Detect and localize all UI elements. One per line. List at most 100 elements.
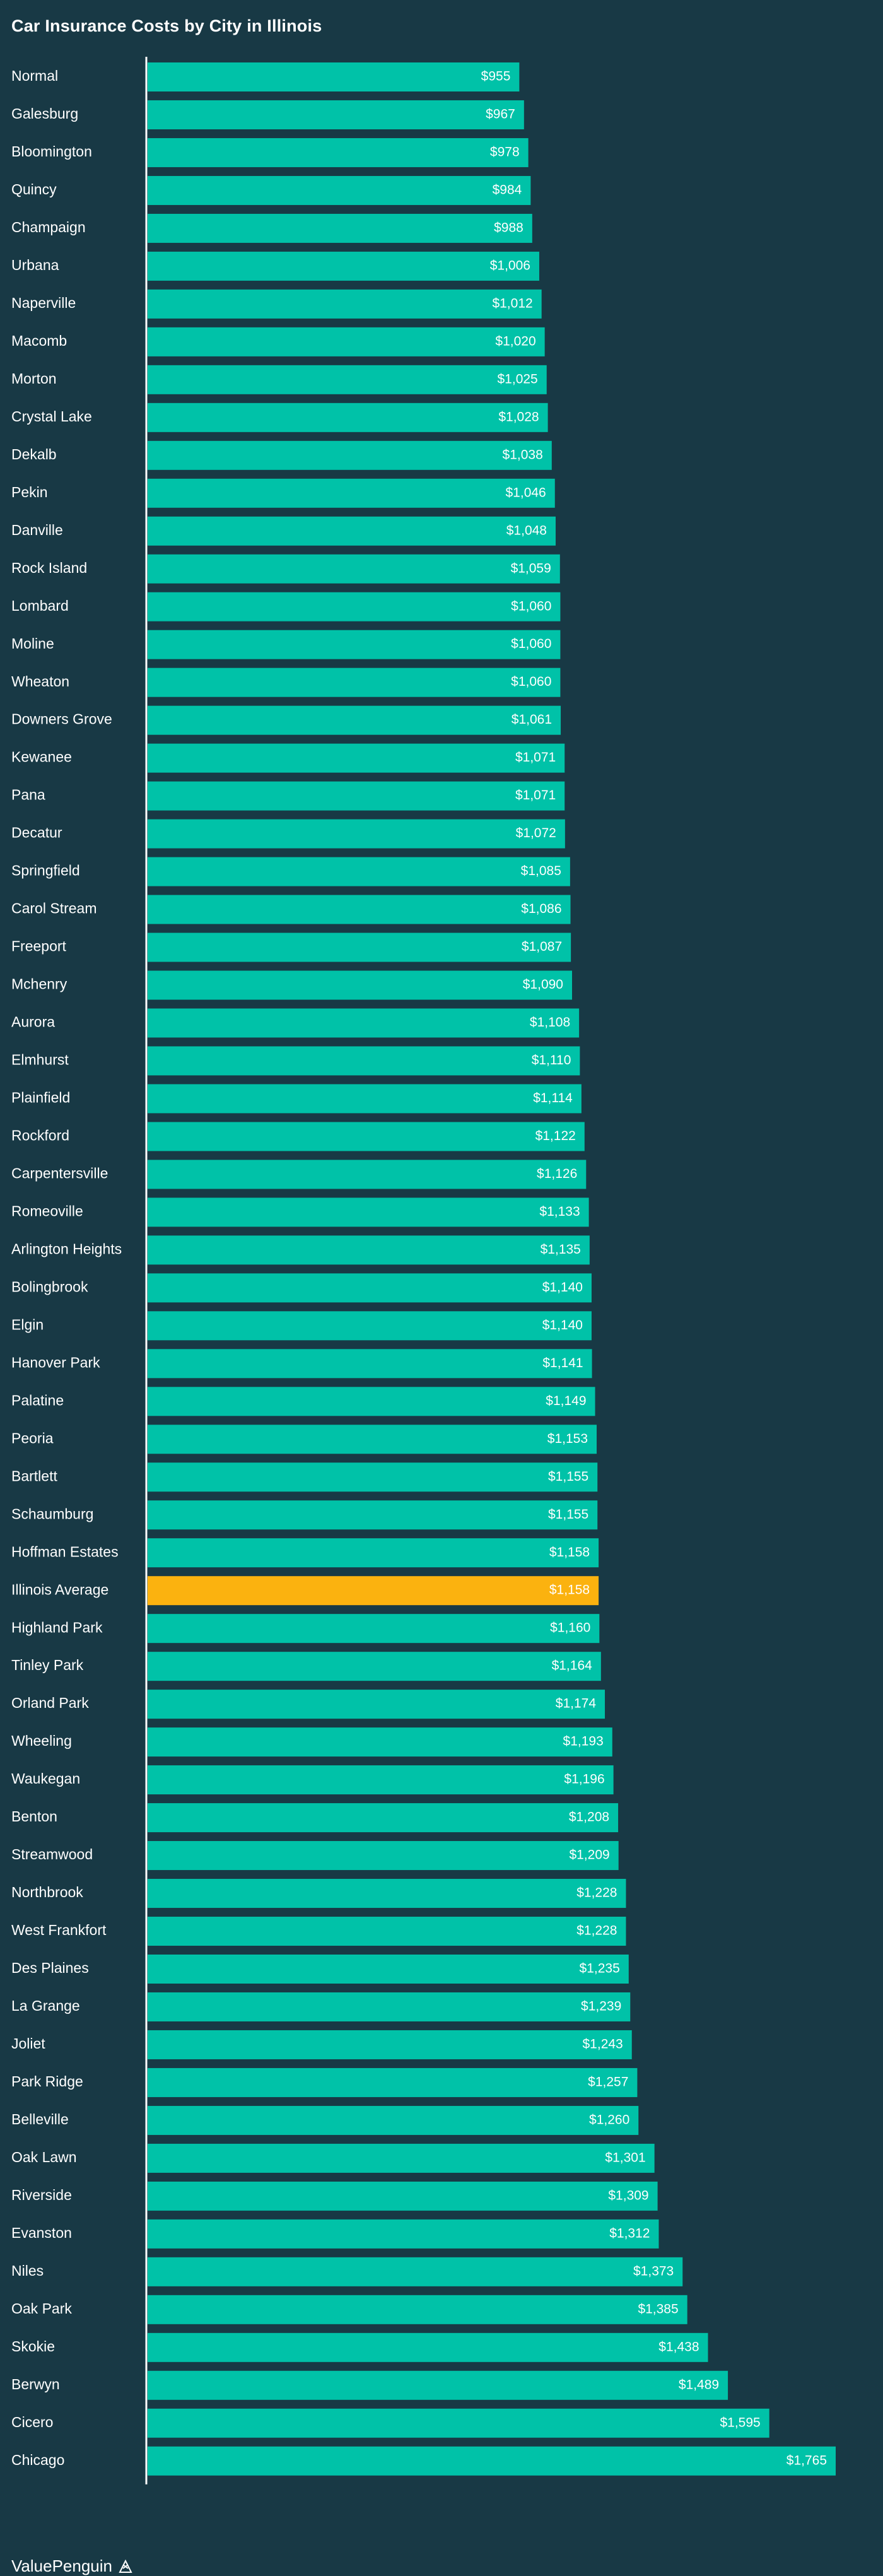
bar-value-label: $1,133: [539, 1204, 580, 1219]
chart-title: Car Insurance Costs by City in Illinois: [11, 16, 322, 35]
bar-value-label: $1,046: [506, 485, 546, 500]
category-label: Romeoville: [11, 1203, 83, 1219]
bar: [148, 1992, 631, 2021]
bar: [148, 2295, 687, 2324]
bar-value-label: $1,114: [533, 1091, 573, 1105]
category-label: Naperville: [11, 295, 76, 311]
bar-value-label: $978: [490, 145, 520, 160]
bar-value-label: $1,086: [521, 902, 561, 916]
bar: [148, 251, 539, 281]
category-label: Wheaton: [11, 673, 69, 690]
bar-value-label: $1,243: [583, 2037, 623, 2052]
category-label: Oak Park: [11, 2300, 72, 2317]
bar: [148, 1425, 597, 1454]
bar: [148, 516, 556, 546]
bar-value-label: $1,108: [530, 1015, 570, 1030]
bar: [148, 1765, 614, 1795]
bar-value-label: $1,006: [490, 258, 530, 273]
bar-value-label: $1,160: [550, 1621, 590, 1635]
bar-value-label: $1,309: [608, 2188, 648, 2203]
category-label: Rock Island: [11, 560, 87, 576]
category-label: Quincy: [11, 181, 57, 197]
category-label: Dekalb: [11, 446, 57, 462]
bar-value-label: $1,385: [638, 2302, 678, 2316]
bar: [148, 478, 555, 508]
bar-highlight: [148, 1576, 599, 1606]
bar: [148, 1500, 598, 1530]
bar: [148, 1122, 585, 1151]
bar-value-label: $1,085: [521, 864, 561, 878]
bar: [148, 2143, 655, 2173]
category-label: Danville: [11, 522, 63, 538]
category-label: Park Ridge: [11, 2073, 83, 2090]
bar-value-label: $1,158: [549, 1583, 590, 1597]
bar-value-label: $1,071: [515, 750, 556, 765]
brand-name: ValuePenguin: [11, 2556, 112, 2575]
bar: [148, 2370, 728, 2400]
bar: [148, 1955, 629, 1984]
bar-value-label: $1,164: [552, 1659, 593, 1673]
bar: [148, 1197, 589, 1227]
category-label: Plainfield: [11, 1090, 70, 1106]
category-label: Niles: [11, 2262, 44, 2279]
bar-value-label: $1,174: [556, 1697, 597, 1711]
bar-value-label: $1,048: [506, 523, 547, 538]
bar: [148, 1538, 599, 1568]
bar: [148, 62, 520, 91]
category-label: Aurora: [11, 1014, 55, 1030]
bar: [148, 781, 565, 811]
category-label: Wheeling: [11, 1732, 72, 1749]
bar-value-label: $1,153: [547, 1432, 588, 1446]
category-label: Elgin: [11, 1316, 44, 1332]
bar-value-label: $1,110: [532, 1053, 571, 1067]
bar: [148, 1917, 626, 1946]
bar: [148, 743, 565, 773]
bar-value-label: $1,155: [548, 1469, 588, 1484]
bar-value-label: $1,025: [498, 372, 538, 386]
bar: [148, 213, 532, 243]
bar-value-label: $967: [486, 107, 515, 122]
category-label: Galesburg: [11, 105, 78, 122]
bar-value-label: $1,193: [563, 1734, 604, 1749]
bar: [148, 1235, 590, 1265]
bar-value-label: $1,141: [542, 1356, 583, 1370]
bar-value-label: $1,301: [605, 2150, 645, 2165]
bar-value-label: $1,060: [511, 599, 551, 613]
bar: [148, 1084, 582, 1114]
category-label: Berwyn: [11, 2376, 60, 2392]
bar: [148, 668, 561, 697]
bar-value-label: $1,140: [542, 1280, 583, 1295]
bar: [148, 1690, 605, 1719]
category-label: Peoria: [11, 1430, 54, 1446]
bar-value-label: $1,060: [511, 637, 551, 651]
category-label: Cicero: [11, 2414, 53, 2430]
bar: [148, 2219, 659, 2249]
bar-value-label: $1,126: [537, 1167, 577, 1181]
bar-value-label: $1,020: [495, 334, 535, 348]
category-label: Moline: [11, 635, 54, 652]
bar: [148, 630, 561, 659]
category-label: Bartlett: [11, 1467, 57, 1484]
category-label: Chicago: [11, 2452, 64, 2468]
bar-value-label: $1,595: [720, 2415, 760, 2430]
category-label: Arlington Heights: [11, 1240, 122, 1257]
bar: [148, 327, 545, 356]
category-label: Waukegan: [11, 1770, 80, 1787]
category-label: Orland Park: [11, 1695, 89, 1711]
bar-value-label: $984: [493, 182, 522, 197]
bar: [148, 857, 570, 886]
bar: [148, 440, 552, 470]
category-label: Oak Lawn: [11, 2149, 77, 2165]
penguin-logo-icon: [119, 2559, 132, 2573]
bar-value-label: $1,228: [576, 1924, 617, 1938]
bar: [148, 1349, 592, 1379]
bar: [148, 819, 565, 849]
bar: [148, 592, 561, 621]
category-label: Macomb: [11, 332, 67, 349]
bar-value-label: $1,489: [679, 2377, 719, 2392]
category-label: Pekin: [11, 484, 48, 500]
bar-value-label: $1,209: [569, 1848, 609, 1862]
category-label: Joliet: [11, 2035, 45, 2052]
category-label: Pana: [11, 787, 45, 803]
